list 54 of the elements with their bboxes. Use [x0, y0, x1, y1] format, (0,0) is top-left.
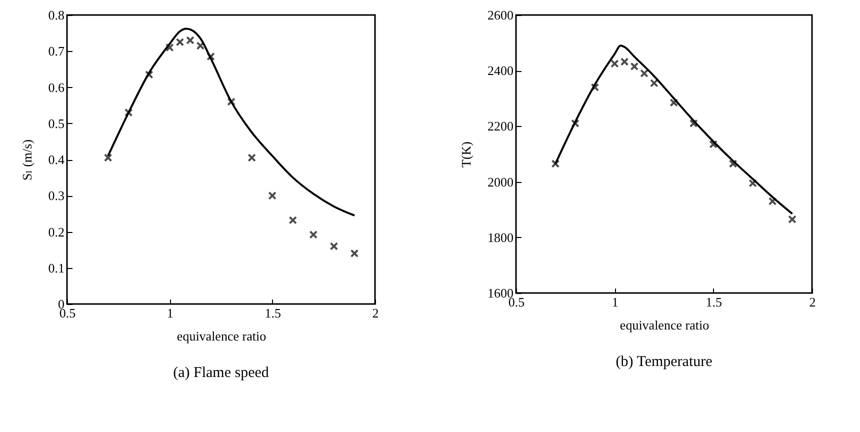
point — [248, 154, 256, 162]
point — [571, 119, 580, 128]
point — [268, 191, 276, 200]
point — [186, 36, 194, 44]
x-tick-label: 2 — [372, 306, 379, 320]
point — [227, 98, 236, 106]
y-tick-label: 0.1 — [48, 260, 64, 276]
point — [590, 83, 600, 92]
y-tick-label: 0.7 — [48, 44, 65, 59]
y-tick-label: 2400 — [488, 63, 514, 78]
text: (a) Flame speed — [173, 365, 270, 381]
x-axis-title: equivalence ratio — [620, 318, 710, 332]
point — [330, 242, 338, 250]
y-tick-label: 2600 — [488, 8, 514, 22]
x-tick-label: 2 — [809, 294, 816, 310]
point — [670, 98, 678, 107]
line-series — [107, 28, 356, 216]
point — [728, 160, 738, 168]
y-tick-label: 0.5 — [48, 116, 64, 131]
point — [124, 108, 133, 117]
y-tick-label: 1800 — [488, 230, 514, 245]
point — [640, 69, 648, 78]
y-axis-title: T(K) — [458, 142, 474, 168]
x-tick-label: 1 — [166, 306, 174, 320]
y-tick-label: 0.3 — [48, 188, 64, 204]
point — [166, 43, 174, 52]
point — [206, 52, 215, 61]
y-tick-label: 2000 — [488, 174, 514, 190]
x-tick-label: 1.5 — [264, 306, 281, 320]
point — [309, 230, 318, 239]
point — [768, 197, 777, 206]
y-axis-title: Sₗ (m/s) — [19, 139, 34, 181]
y-tick-label: 0.4 — [48, 152, 65, 167]
point — [144, 70, 154, 79]
point — [709, 140, 718, 148]
y-tick-label: 0.6 — [48, 80, 65, 95]
point — [196, 42, 205, 50]
point — [288, 216, 298, 224]
point — [350, 249, 359, 258]
x-tick-label: 1 — [612, 294, 618, 310]
point — [630, 62, 639, 71]
point — [610, 59, 619, 68]
point — [748, 179, 757, 188]
text: (b) Temperature — [616, 354, 713, 370]
y-tick-label: 0.8 — [48, 8, 64, 22]
point — [620, 58, 629, 66]
x-tick-label: 1.5 — [706, 294, 722, 310]
point — [551, 160, 560, 168]
point — [689, 119, 698, 128]
point — [650, 78, 658, 88]
point — [176, 38, 184, 46]
y-tick-label: 2200 — [488, 118, 514, 134]
x-axis-title: equivalence ratio — [176, 328, 266, 344]
y-tick-label: 0.2 — [48, 224, 64, 240]
